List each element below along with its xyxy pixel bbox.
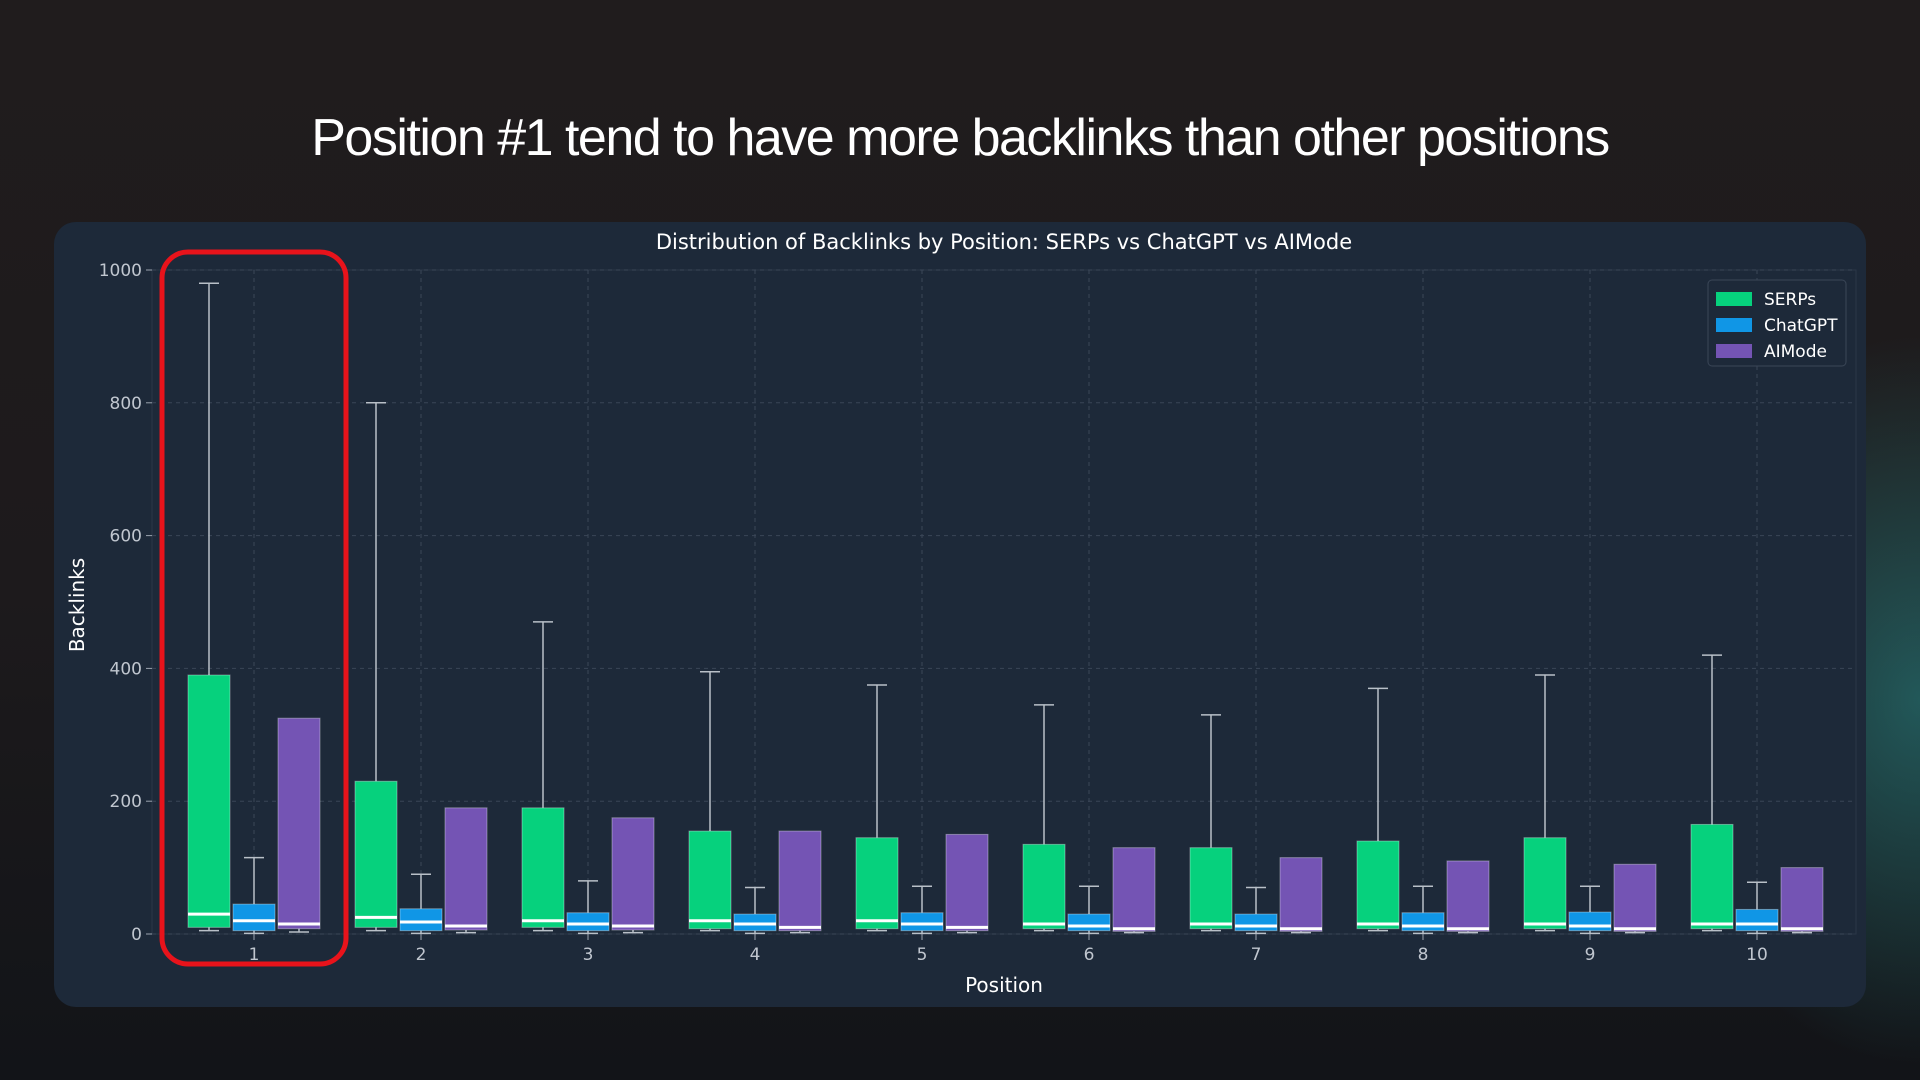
box-chatgpt-6 bbox=[1067, 885, 1111, 935]
box-chatgpt-3 bbox=[566, 880, 610, 935]
box-body bbox=[1356, 840, 1400, 930]
y-axis-label: Backlinks bbox=[65, 558, 89, 652]
box-body bbox=[945, 833, 989, 932]
box-chatgpt-2 bbox=[399, 873, 443, 935]
box-aimode-2 bbox=[444, 807, 488, 934]
box-aimode-5 bbox=[945, 833, 989, 934]
highlight-box-position-1 bbox=[159, 249, 349, 967]
box-serps-10 bbox=[1690, 654, 1734, 932]
box-body bbox=[1780, 867, 1824, 932]
x-tick-label: 10 bbox=[1746, 945, 1768, 965]
box-body bbox=[444, 807, 488, 931]
box-body bbox=[1568, 911, 1612, 932]
x-tick-label: 7 bbox=[1251, 945, 1262, 965]
box-body bbox=[354, 780, 398, 928]
box-serps-3 bbox=[521, 621, 565, 932]
y-tick-label: 200 bbox=[110, 792, 142, 812]
plot-area: 0 200 400 600 800 1000 1 2 3 4 5 6 7 8 9 10 SERPs ChatGPT… bbox=[99, 249, 1857, 967]
box-chatgpt-4 bbox=[733, 886, 777, 935]
box-body bbox=[611, 817, 655, 931]
box-body bbox=[688, 830, 732, 930]
box-body bbox=[1067, 913, 1111, 932]
box-serps-2 bbox=[354, 402, 398, 932]
legend-swatch-aimode bbox=[1716, 344, 1752, 358]
box-body bbox=[566, 912, 610, 932]
chart-title: Distribution of Backlinks by Position: S… bbox=[656, 230, 1352, 254]
box-body bbox=[733, 913, 777, 932]
box-aimode-1 bbox=[277, 717, 321, 933]
box-body bbox=[187, 674, 231, 928]
box-aimode-9 bbox=[1613, 863, 1657, 934]
y-tick-label: 600 bbox=[110, 527, 142, 547]
box-chatgpt-10 bbox=[1735, 881, 1779, 935]
box-body bbox=[1112, 847, 1156, 932]
box-chatgpt-1 bbox=[232, 856, 276, 935]
box-serps-9 bbox=[1523, 674, 1567, 932]
box-serps-7 bbox=[1189, 714, 1233, 932]
box-body bbox=[1401, 912, 1445, 932]
plot-frame bbox=[151, 269, 1857, 935]
box-aimode-7 bbox=[1279, 857, 1323, 934]
x-tick-label: 8 bbox=[1418, 945, 1429, 965]
box-body bbox=[855, 837, 899, 930]
x-tick-label: 1 bbox=[249, 945, 260, 965]
box-serps-8 bbox=[1356, 687, 1400, 932]
box-chatgpt-7 bbox=[1234, 886, 1278, 935]
x-tick-label: 2 bbox=[416, 945, 427, 965]
box-body bbox=[1189, 847, 1233, 930]
box-aimode-6 bbox=[1112, 847, 1156, 934]
box-body bbox=[1022, 843, 1066, 930]
y-tick-label: 0 bbox=[131, 925, 142, 945]
slide-title: Position #1 tend to have more backlinks … bbox=[311, 109, 1610, 167]
box-body bbox=[277, 717, 321, 930]
box-plot-chart: Distribution of Backlinks by Position: S… bbox=[65, 230, 1857, 997]
box-body bbox=[1279, 857, 1323, 932]
box-body bbox=[521, 807, 565, 928]
box-body bbox=[1446, 860, 1490, 932]
legend-label-aimode: AIMode bbox=[1764, 342, 1827, 362]
box-body bbox=[232, 903, 276, 932]
box-chatgpt-8 bbox=[1401, 885, 1445, 935]
box-serps-5 bbox=[855, 684, 899, 932]
box-serps-4 bbox=[688, 670, 732, 932]
box-serps-6 bbox=[1022, 704, 1066, 932]
x-tick-label: 5 bbox=[917, 945, 928, 965]
box-body bbox=[1613, 863, 1657, 932]
box-body bbox=[399, 908, 443, 932]
x-tick-label: 6 bbox=[1084, 945, 1095, 965]
chart-card: Distribution of Backlinks by Position: S… bbox=[54, 222, 1866, 1007]
box-aimode-10 bbox=[1780, 867, 1824, 934]
legend-label-serps: SERPs bbox=[1764, 290, 1816, 310]
x-tick-label: 4 bbox=[750, 945, 761, 965]
y-tick-label: 1000 bbox=[99, 261, 142, 281]
x-tick-label: 9 bbox=[1585, 945, 1596, 965]
box-body bbox=[1234, 913, 1278, 932]
box-body bbox=[900, 912, 944, 932]
box-body bbox=[1690, 823, 1734, 930]
box-body bbox=[1735, 908, 1779, 932]
box-chatgpt-5 bbox=[900, 885, 944, 935]
legend-swatch-serps bbox=[1716, 292, 1752, 306]
box-body bbox=[778, 830, 822, 932]
legend-label-chatgpt: ChatGPT bbox=[1764, 316, 1838, 336]
x-tick-label: 3 bbox=[583, 945, 594, 965]
box-aimode-4 bbox=[778, 830, 822, 934]
box-chatgpt-9 bbox=[1568, 885, 1612, 935]
box-aimode-8 bbox=[1446, 860, 1490, 934]
x-axis-label: Position bbox=[965, 973, 1043, 997]
y-tick-label: 800 bbox=[110, 394, 142, 414]
box-serps-1 bbox=[187, 282, 231, 932]
box-aimode-3 bbox=[611, 817, 655, 934]
legend-swatch-chatgpt bbox=[1716, 318, 1752, 332]
box-body bbox=[1523, 837, 1567, 930]
y-tick-label: 400 bbox=[110, 659, 142, 679]
